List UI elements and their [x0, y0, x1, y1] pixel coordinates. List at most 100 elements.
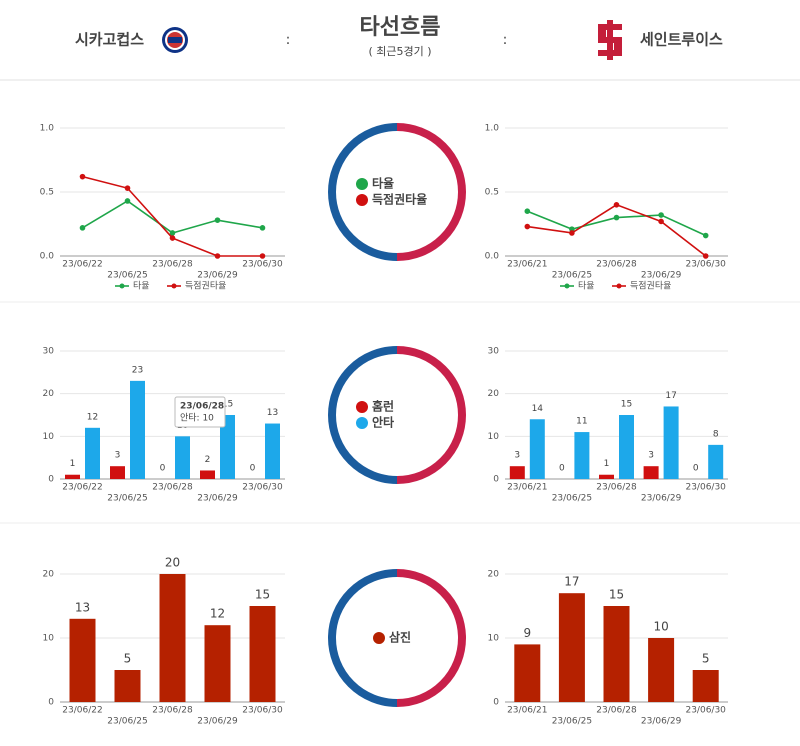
- tooltip-box: [174, 396, 226, 428]
- bar: [159, 574, 186, 702]
- y-tick-label: 10: [43, 634, 55, 644]
- x-tick-label: 23/06/30: [685, 706, 726, 716]
- x-tick-label: 23/06/30: [242, 260, 283, 270]
- y-tick-label: 30: [488, 347, 500, 357]
- away-team: 세인트루이스: [640, 31, 723, 49]
- bar: [204, 625, 231, 702]
- x-tick-label: 23/06/28: [152, 260, 193, 270]
- legend-label: 득점권타율: [630, 280, 671, 292]
- data-label: 15: [621, 400, 632, 410]
- x-tick-label: 23/06/30: [685, 260, 726, 270]
- y-tick-label: 10: [488, 634, 500, 644]
- x-tick-label: 23/06/22: [62, 483, 102, 493]
- bar: [249, 606, 276, 702]
- x-tick-label: 23/06/29: [641, 271, 682, 281]
- data-label: 0: [559, 464, 565, 474]
- y-tick-label: 0.0: [485, 252, 500, 262]
- bar: [529, 419, 545, 479]
- x-tick-label: 23/06/30: [242, 706, 283, 716]
- ring-right: [396, 123, 466, 261]
- legend-label: 홈런: [372, 399, 394, 414]
- x-tick-label: 23/06/21: [507, 260, 547, 270]
- point: [169, 235, 176, 241]
- data-label: 1: [70, 459, 76, 469]
- y-tick-label: 0.5: [485, 188, 499, 198]
- point: [124, 185, 131, 191]
- x-tick-label: 23/06/21: [507, 706, 547, 716]
- data-label: 5: [702, 652, 710, 666]
- data-label: 2: [205, 455, 211, 465]
- point: [79, 225, 86, 231]
- cubs-logo: [162, 27, 188, 53]
- point: [658, 212, 664, 218]
- data-label: 10: [653, 620, 668, 634]
- home-team: 시카고컵스: [75, 31, 144, 49]
- data-label: 13: [75, 600, 90, 614]
- y-tick-label: 0: [48, 475, 54, 485]
- data-label: 0: [160, 464, 166, 474]
- legend-dot: [373, 632, 385, 644]
- bar: [65, 474, 80, 479]
- x-tick-label: 23/06/22: [62, 260, 102, 270]
- y-tick-label: 20: [43, 389, 55, 399]
- x-tick-label: 23/06/28: [596, 260, 637, 270]
- data-label: 0: [250, 464, 256, 474]
- legend-label: 득점권타율: [185, 280, 226, 292]
- bar: [85, 427, 100, 479]
- y-tick-label: 20: [43, 570, 55, 580]
- x-tick-label: 23/06/25: [107, 717, 147, 727]
- bar: [599, 474, 614, 479]
- legend-dot: [171, 283, 177, 289]
- point: [214, 217, 221, 223]
- tooltip-title: 23/06/28: [180, 402, 224, 412]
- point: [613, 214, 620, 221]
- data-label: 14: [532, 404, 544, 414]
- separator: :: [286, 32, 291, 48]
- data-label: 5: [124, 652, 132, 666]
- data-label: 1: [604, 459, 610, 469]
- page-title: 타선흐름: [360, 15, 441, 40]
- legend-label: 타율: [133, 281, 150, 292]
- tooltip-label: 안타: 10: [180, 413, 214, 424]
- data-label: 23: [132, 365, 143, 375]
- data-label: 15: [222, 400, 233, 410]
- data-label: 11: [576, 417, 587, 427]
- point: [259, 225, 266, 231]
- y-tick-label: 1.0: [40, 124, 55, 134]
- y-tick-label: 30: [43, 347, 55, 357]
- y-tick-label: 0.0: [40, 252, 55, 262]
- x-tick-label: 23/06/25: [552, 494, 592, 504]
- x-tick-label: 23/06/28: [152, 706, 193, 716]
- y-tick-label: 0.5: [40, 188, 54, 198]
- x-tick-label: 23/06/22: [62, 706, 102, 716]
- bar: [509, 466, 525, 479]
- legend-label: 삼진: [389, 630, 411, 645]
- data-label: 17: [564, 575, 579, 589]
- y-tick-label: 10: [43, 432, 55, 442]
- data-label: 13: [267, 408, 278, 418]
- point: [658, 218, 664, 225]
- point: [79, 173, 86, 180]
- bar: [708, 444, 724, 479]
- bar: [619, 415, 634, 479]
- x-tick-label: 23/06/25: [552, 717, 592, 727]
- data-label: 17: [665, 391, 676, 401]
- legend-dot: [356, 417, 368, 429]
- y-tick-label: 20: [488, 389, 500, 399]
- bar: [69, 618, 96, 702]
- ring-left: [328, 569, 398, 707]
- legend-label: 타율: [578, 281, 595, 292]
- bar: [200, 470, 215, 479]
- y-tick-label: 20: [488, 570, 500, 580]
- point: [169, 230, 176, 236]
- separator: :: [503, 32, 508, 48]
- point: [569, 230, 575, 236]
- legend-dot: [356, 194, 368, 206]
- bar: [643, 466, 659, 479]
- x-tick-label: 23/06/29: [641, 717, 682, 727]
- bar: [603, 606, 630, 702]
- y-tick-label: 0: [493, 698, 499, 708]
- x-tick-label: 23/06/29: [197, 717, 238, 727]
- point: [524, 208, 531, 214]
- data-label: 12: [210, 607, 225, 621]
